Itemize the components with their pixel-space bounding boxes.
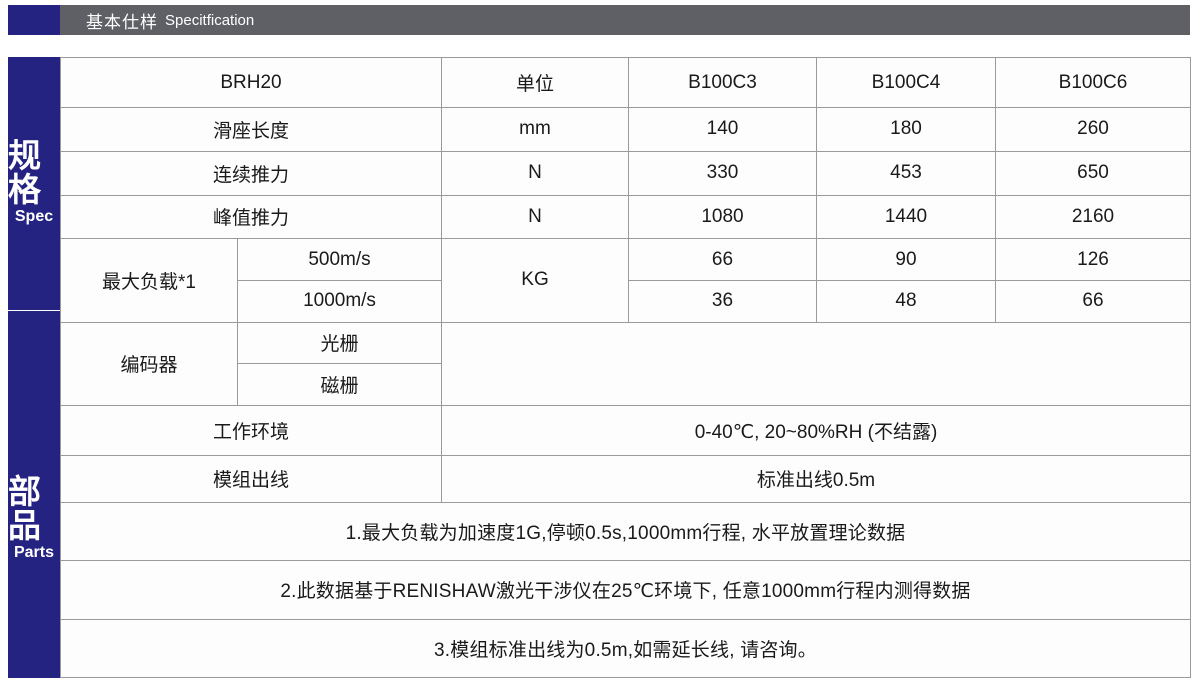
cell-slider-length-b100c6: 260 xyxy=(995,107,1191,152)
rail-parts: 部品 Parts xyxy=(8,311,60,678)
table-row: 最大负载*1 500m/s KG 66 90 126 xyxy=(60,238,1191,323)
rail-parts-label-en: Parts xyxy=(13,544,55,562)
header-model: BRH20 xyxy=(60,56,442,109)
sub-label-max-load-500: 500m/s xyxy=(237,238,442,281)
banner-title-bar: 基本仕样 Specitfication xyxy=(60,5,1190,35)
row-label-peak-thrust: 峰值推力 xyxy=(60,194,442,240)
table-row: 滑座长度 mm 140 180 260 xyxy=(60,107,1191,152)
cell-continuous-thrust-b100c3: 330 xyxy=(628,150,817,196)
table-row: 工作环境 0-40℃, 20~80%RH (不结露) xyxy=(60,404,1191,456)
sub-label-max-load-1000: 1000m/s xyxy=(237,279,442,323)
row-label-environment: 工作环境 xyxy=(60,404,442,456)
row-unit-continuous-thrust: N xyxy=(441,150,629,196)
cell-max-load-500-b100c6: 126 xyxy=(995,238,1191,281)
row-label-continuous-thrust: 连续推力 xyxy=(60,150,442,196)
table-row: 连续推力 N 330 453 650 xyxy=(60,150,1191,196)
rail-parts-label-cn: 部品 xyxy=(8,472,41,544)
rail-spec-label-en: Spec xyxy=(14,208,54,226)
note-row: 3.模组标准出线为0.5m,如需延长线, 请咨询。 xyxy=(60,618,1191,679)
cell-continuous-thrust-b100c6: 650 xyxy=(995,150,1191,196)
spec-table: BRH20 单位 B100C3 B100C4 B100C6 滑座长度 mm 14… xyxy=(60,56,1191,679)
row-unit-slider-length: mm xyxy=(441,107,629,152)
page-banner: 基本仕样 Specitfication xyxy=(8,5,1190,35)
row-label-slider-length: 滑座长度 xyxy=(60,107,442,152)
note-row: 2.此数据基于RENISHAW激光干涉仪在25℃环境下, 任意1000mm行程内… xyxy=(60,560,1191,620)
banner-color-swatch xyxy=(8,5,60,35)
note-row: 1.最大负载为加速度1G,停顿0.5s,1000mm行程, 水平放置理论数据 xyxy=(60,501,1191,562)
header-col-b100c6: B100C6 xyxy=(995,56,1191,109)
table-row: 磁栅 xyxy=(61,363,1191,406)
header-col-b100c3: B100C3 xyxy=(628,56,817,109)
cell-peak-thrust-b100c4: 1440 xyxy=(816,194,996,240)
cell-environment-value: 0-40℃, 20~80%RH (不结露) xyxy=(441,404,1191,456)
table-header-row: BRH20 单位 B100C3 B100C4 B100C6 xyxy=(60,56,1191,109)
row-label-cable: 模组出线 xyxy=(60,454,442,503)
cell-max-load-1000-b100c6: 66 xyxy=(995,279,1191,323)
spec-frame: 规格 Spec 部品 Parts BRH20 单位 B100C3 B1 xyxy=(8,56,1191,679)
note-1: 1.最大负载为加速度1G,停顿0.5s,1000mm行程, 水平放置理论数据 xyxy=(60,501,1191,562)
header-col-b100c4: B100C4 xyxy=(816,56,996,109)
cell-max-load-1000-b100c3: 36 xyxy=(628,279,817,323)
table-row: 编码器 光栅 xyxy=(60,321,1191,406)
row-unit-max-load: KG xyxy=(441,238,629,323)
table-row: 峰值推力 N 1080 1440 2160 xyxy=(60,194,1191,240)
rail-spec: 规格 Spec xyxy=(8,57,60,310)
row-unit-peak-thrust: N xyxy=(441,194,629,240)
row-label-max-load: 最大负载*1 xyxy=(60,238,238,323)
cell-max-load-500-b100c4: 90 xyxy=(816,238,996,281)
cell-peak-thrust-b100c3: 1080 xyxy=(628,194,817,240)
table-row: 模组出线 标准出线0.5m xyxy=(60,454,1191,503)
table-row: 1000m/s 36 48 66 xyxy=(61,279,1191,323)
cell-continuous-thrust-b100c4: 453 xyxy=(816,150,996,196)
cell-max-load-500-b100c3: 66 xyxy=(628,238,817,281)
banner-title-cn: 基本仕样 xyxy=(86,12,158,32)
cell-encoder-values-empty xyxy=(441,321,1191,406)
note-3: 3.模组标准出线为0.5m,如需延长线, 请咨询。 xyxy=(60,618,1191,679)
note-2: 2.此数据基于RENISHAW激光干涉仪在25℃环境下, 任意1000mm行程内… xyxy=(60,560,1191,620)
row-label-encoder: 编码器 xyxy=(60,321,238,406)
header-unit: 单位 xyxy=(441,56,629,109)
rail-spec-label-cn: 规格 xyxy=(8,136,41,208)
cell-peak-thrust-b100c6: 2160 xyxy=(995,194,1191,240)
sub-label-encoder-magnetic: 磁栅 xyxy=(237,363,442,406)
spec-table-wrapper: BRH20 单位 B100C3 B100C4 B100C6 滑座长度 mm 14… xyxy=(60,56,1191,679)
sub-label-encoder-optical: 光栅 xyxy=(237,321,442,365)
banner-title-en: Specitfication xyxy=(165,11,255,29)
cell-max-load-1000-b100c4: 48 xyxy=(816,279,996,323)
cell-slider-length-b100c4: 180 xyxy=(816,107,996,152)
cell-cable-value: 标准出线0.5m xyxy=(441,454,1191,503)
cell-slider-length-b100c3: 140 xyxy=(628,107,817,152)
